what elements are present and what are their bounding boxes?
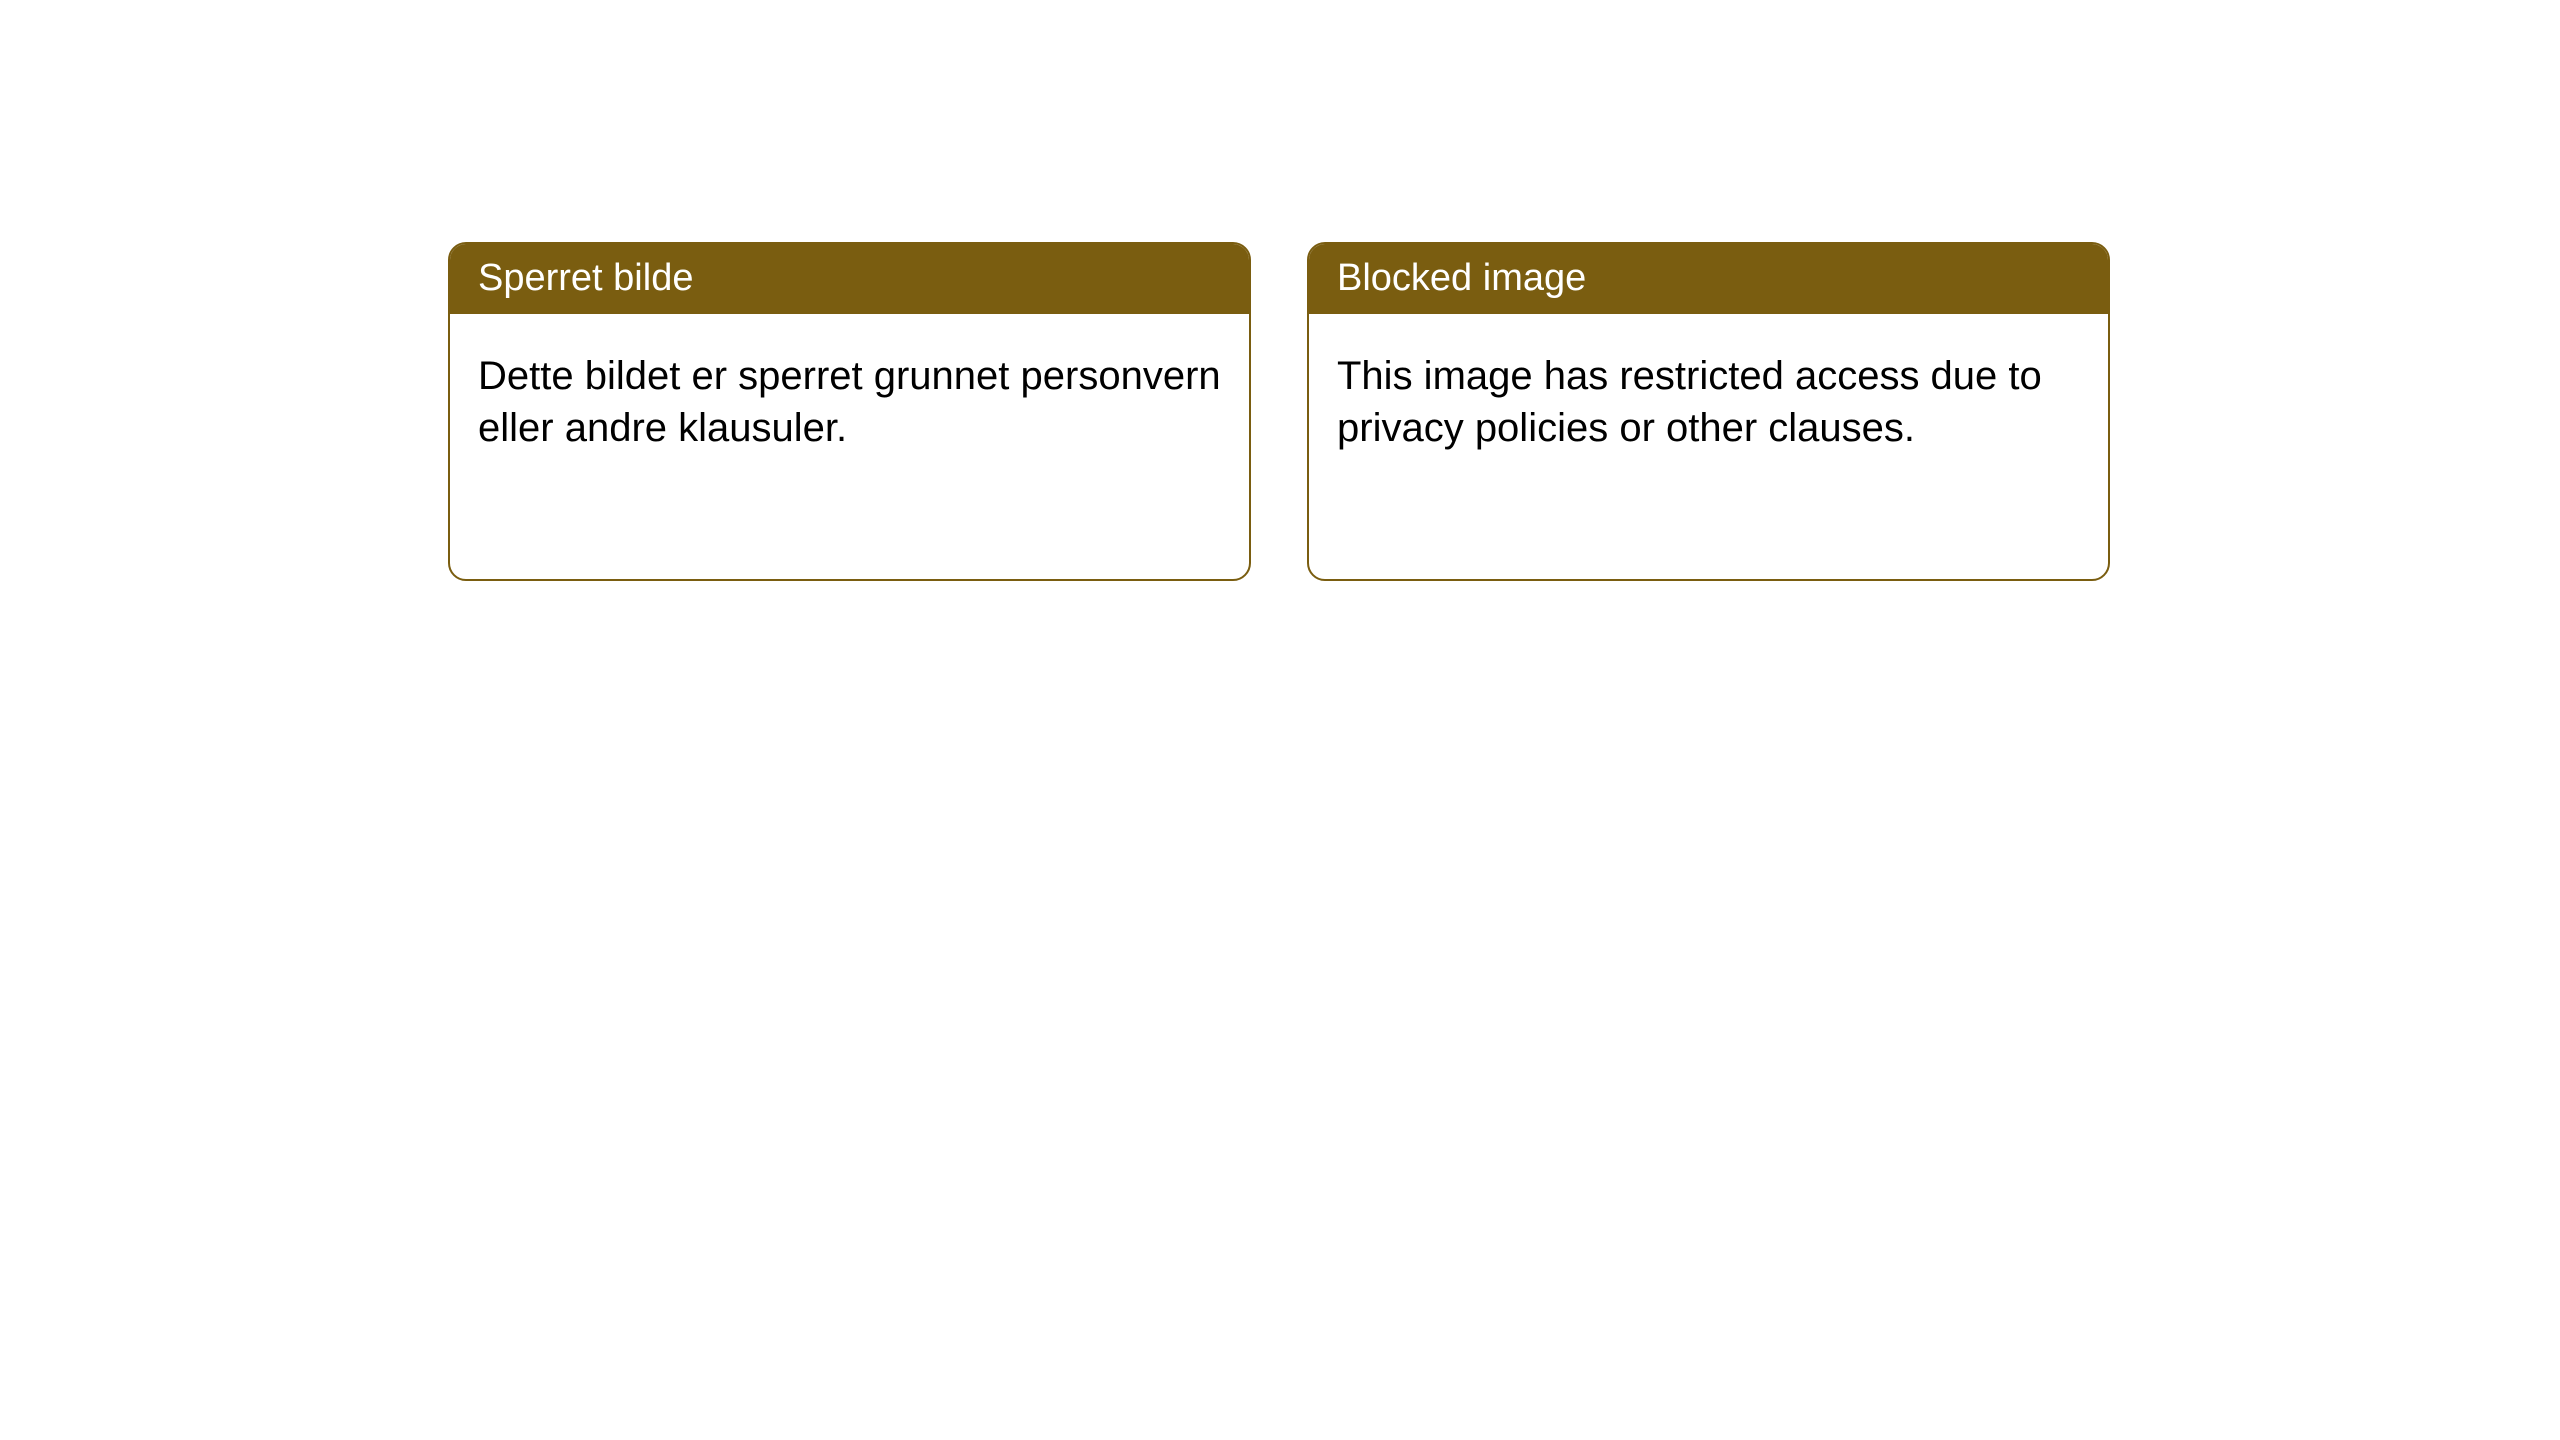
blocked-image-card-norwegian: Sperret bilde Dette bildet er sperret gr… bbox=[448, 242, 1251, 581]
card-body-english: This image has restricted access due to … bbox=[1309, 314, 2108, 490]
blocked-image-card-english: Blocked image This image has restricted … bbox=[1307, 242, 2110, 581]
card-header-english: Blocked image bbox=[1309, 244, 2108, 314]
card-body-norwegian: Dette bildet er sperret grunnet personve… bbox=[450, 314, 1249, 490]
card-header-norwegian: Sperret bilde bbox=[450, 244, 1249, 314]
notice-cards-container: Sperret bilde Dette bildet er sperret gr… bbox=[448, 242, 2110, 581]
